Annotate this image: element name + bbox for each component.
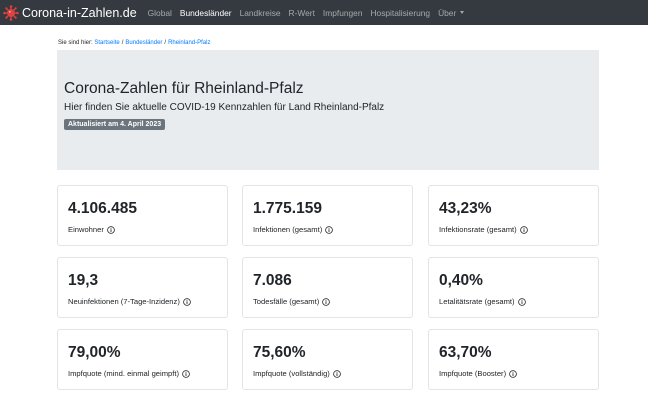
stat-card-impfquote-einmal: 79,00% Impfquote (mind. einmal geimpft)	[57, 329, 228, 390]
stat-label: Infektionen (gesamt)	[253, 225, 323, 234]
info-icon[interactable]	[182, 369, 190, 378]
stat-value: 79,00%	[68, 344, 121, 361]
info-icon[interactable]	[509, 369, 517, 378]
breadcrumb-link-bundeslaender[interactable]: Bundesländer	[125, 40, 163, 46]
stat-value: 75,60%	[253, 344, 306, 361]
stat-value: 0,40%	[439, 272, 483, 289]
caret-down-icon	[460, 10, 465, 14]
stat-label-row: Neuinfektionen (7-Tage-Inzidenz)	[68, 297, 191, 306]
updated-badge: Aktualisiert am 4. April 2023	[64, 119, 166, 130]
breadcrumb: Sie sind hier: Startseite / Bundesländer / R…	[58, 40, 210, 46]
brand-link[interactable]: Corona-in-Zahlen.de	[3, 4, 137, 21]
stat-value: 19,3	[68, 272, 99, 289]
info-icon[interactable]	[519, 225, 528, 234]
info-icon[interactable]	[325, 225, 334, 234]
info-icon[interactable]	[107, 225, 115, 234]
stat-card-letalitaetsrate: 0,40% Letalitätsrate (gesamt)	[428, 257, 599, 318]
stat-label-row: Letalitätsrate (gesamt)	[439, 297, 526, 306]
info-icon[interactable]	[322, 297, 331, 306]
stat-card-neuinfektionen: 19,3 Neuinfektionen (7-Tage-Inzidenz)	[57, 257, 228, 318]
stat-label-row: Todesfälle (gesamt)	[253, 297, 331, 306]
stat-label-row: Impfquote (vollständig)	[253, 369, 341, 378]
stat-label: Impfquote (vollständig)	[253, 369, 330, 378]
nav-item-hospitalisierung[interactable]: Hospitalisierung	[370, 7, 431, 18]
page-header-jumbotron: Corona-Zahlen für Rheinland-Pfalz Hier f…	[57, 50, 599, 170]
stat-label-row: Impfquote (mind. einmal geimpft)	[68, 369, 190, 378]
stat-label: Impfquote (mind. einmal geimpft)	[68, 369, 179, 378]
info-icon[interactable]	[517, 297, 526, 306]
stat-label-row: Infektionsrate (gesamt)	[439, 225, 528, 234]
page-title: Corona-Zahlen für Rheinland-Pfalz	[64, 80, 304, 97]
brand-name: Corona-in-Zahlen.de	[22, 5, 137, 20]
nav-item-global[interactable]: Global	[147, 7, 172, 18]
main-nav: Global Bundesländer Landkreise R-Wert Im…	[148, 8, 473, 18]
nav-item-impfungen[interactable]: Impfungen	[322, 7, 363, 18]
breadcrumb-separator: /	[164, 40, 167, 46]
stat-card-impfquote-vollstaendig: 75,60% Impfquote (vollständig)	[242, 329, 413, 390]
stat-label-row: Infektionen (gesamt)	[253, 225, 334, 234]
stat-value: 43,23%	[439, 200, 492, 217]
nav-item-landkreise[interactable]: Landkreise	[239, 7, 281, 18]
top-navbar: Corona-in-Zahlen.de Global Bundesländer …	[0, 0, 648, 25]
stat-card-infektionen: 1.775.159 Infektionen (gesamt)	[242, 185, 413, 246]
stat-label-row: Einwohner	[68, 225, 115, 234]
info-icon[interactable]	[183, 297, 191, 306]
stat-label-row: Impfquote (Booster)	[439, 369, 517, 378]
stat-label: Neuinfektionen (7-Tage-Inzidenz)	[68, 297, 180, 306]
nav-item-ueber-dropdown[interactable]: Über	[438, 7, 465, 18]
stat-value: 63,70%	[439, 344, 492, 361]
virus-logo-icon	[3, 4, 19, 21]
nav-item-r-wert[interactable]: R-Wert	[288, 7, 315, 18]
nav-item-ueber-label: Über	[438, 7, 457, 18]
stat-card-einwohner: 4.106.485 Einwohner	[57, 185, 228, 246]
breadcrumb-prefix: Sie sind hier:	[58, 40, 93, 46]
nav-item-bundeslaender[interactable]: Bundesländer	[179, 7, 232, 18]
stat-value: 7.086	[253, 272, 292, 289]
stat-label: Todesfälle (gesamt)	[253, 297, 320, 306]
stat-card-infektionsrate: 43,23% Infektionsrate (gesamt)	[428, 185, 599, 246]
stat-card-todesfaelle: 7.086 Todesfälle (gesamt)	[242, 257, 413, 318]
info-icon[interactable]	[333, 369, 341, 378]
stat-label: Letalitätsrate (gesamt)	[439, 297, 515, 306]
stat-label: Einwohner	[68, 225, 104, 234]
breadcrumb-separator: /	[121, 40, 124, 46]
stat-value: 1.775.159	[253, 200, 322, 217]
stat-card-impfquote-booster: 63,70% Impfquote (Booster)	[428, 329, 599, 390]
page-lead: Hier finden Sie aktuelle COVID-19 Kennza…	[64, 102, 385, 113]
breadcrumb-link-rheinland-pfalz[interactable]: Rheinland-Pfalz	[168, 40, 211, 46]
stat-label: Impfquote (Booster)	[439, 369, 507, 378]
stat-label: Infektionsrate (gesamt)	[439, 225, 517, 234]
breadcrumb-link-startseite[interactable]: Startseite	[94, 40, 120, 46]
stat-value: 4.106.485	[68, 200, 137, 217]
